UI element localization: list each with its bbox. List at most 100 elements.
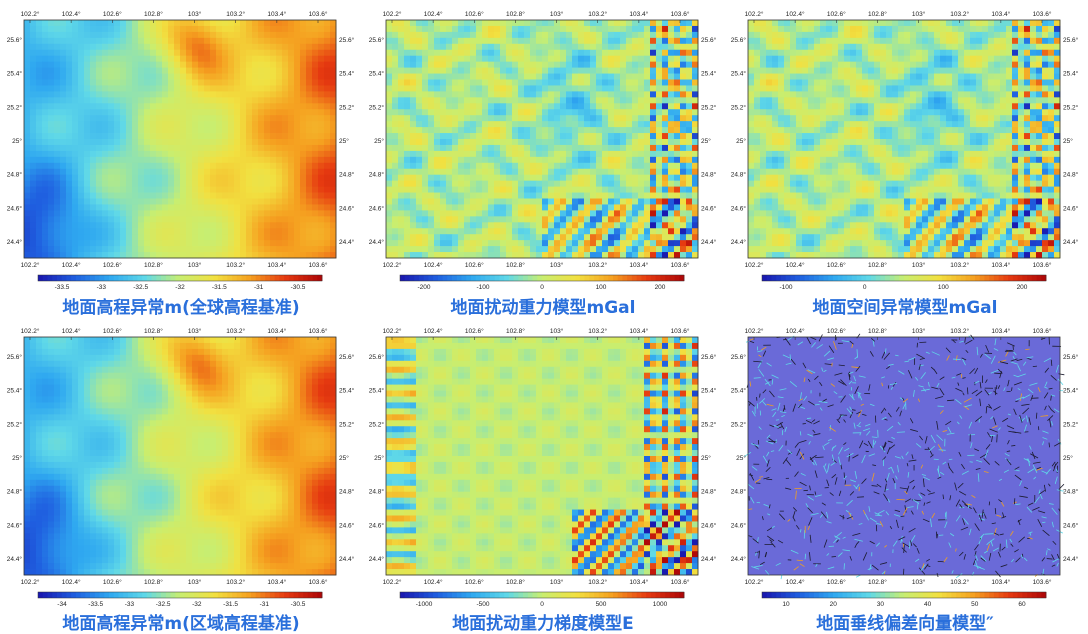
grid-cell (114, 68, 120, 74)
grid-cell (90, 44, 96, 50)
grid-cell (60, 85, 66, 91)
grid-cell (416, 68, 422, 74)
grid-cell (306, 252, 312, 258)
grid-cell (84, 151, 90, 157)
grid-cell (808, 62, 814, 68)
grid-cell (596, 26, 602, 32)
grid-cell (30, 26, 36, 32)
grid-cell (252, 216, 258, 222)
colorbar-segment (646, 275, 651, 281)
grid-cell (392, 151, 398, 157)
grid-cell (572, 32, 578, 38)
grid-cell (90, 216, 96, 222)
colorbar-segment (289, 275, 294, 281)
grid-cell (300, 151, 306, 157)
grid-cell (78, 181, 84, 187)
grid-cell (96, 139, 102, 145)
grid-cell (84, 199, 90, 205)
grid-cell (796, 26, 802, 32)
grid-cell (398, 133, 404, 139)
grid-cell (572, 26, 578, 32)
grid-cell (638, 115, 644, 121)
grid-cell (126, 85, 132, 91)
grid-cell (48, 181, 54, 187)
grid-cell (856, 74, 862, 80)
grid-cell (416, 222, 422, 228)
grid-cell (1006, 80, 1012, 86)
grid-cell (410, 133, 416, 139)
grid-cell (434, 103, 440, 109)
grid-cell (458, 97, 464, 103)
grid-cell (42, 181, 48, 187)
grid-cell (814, 80, 820, 86)
grid-cell (446, 181, 452, 187)
grid-cell (626, 234, 632, 240)
grid-cell (60, 228, 66, 234)
grid-cell (452, 157, 458, 163)
grid-cell (60, 216, 66, 222)
grid-cell (626, 240, 632, 246)
grid-cell (542, 97, 548, 103)
grid-cell (252, 127, 258, 133)
grid-cell (494, 204, 500, 210)
grid-cell (982, 56, 988, 62)
grid-cell (766, 44, 772, 50)
grid-cell (330, 246, 336, 252)
grid-cell (60, 193, 66, 199)
grid-cell (42, 56, 48, 62)
grid-cell (66, 68, 72, 74)
grid-cell (276, 127, 282, 133)
grid-cell (638, 169, 644, 175)
grid-cell (760, 26, 766, 32)
grid-cell (626, 50, 632, 56)
grid-cell (880, 68, 886, 74)
grid-cell (686, 68, 692, 74)
grid-cell (392, 56, 398, 62)
grid-cell (138, 44, 144, 50)
grid-cell (458, 240, 464, 246)
grid-cell (922, 38, 928, 44)
grid-cell (246, 20, 252, 26)
grid-cell (398, 44, 404, 50)
x-tick-label-top: 102.8° (506, 10, 525, 18)
grid-cell (686, 85, 692, 91)
grid-cell (458, 193, 464, 199)
grid-cell (114, 56, 120, 62)
grid-cell (398, 169, 404, 175)
grid-cell (306, 181, 312, 187)
grid-cell (306, 68, 312, 74)
grid-cell (126, 80, 132, 86)
grid-cell (934, 20, 940, 26)
grid-cell (276, 44, 282, 50)
grid-cell (288, 121, 294, 127)
grid-cell (434, 157, 440, 163)
grid-cell (386, 169, 392, 175)
grid-cell (958, 20, 964, 26)
grid-cell (494, 50, 500, 56)
grid-cell (530, 252, 536, 258)
grid-cell (596, 139, 602, 145)
grid-cell (868, 20, 874, 26)
grid-cell (638, 151, 644, 157)
grid-cell (680, 20, 686, 26)
grid-cell (650, 80, 656, 86)
grid-cell (192, 222, 198, 228)
grid-cell (928, 80, 934, 86)
grid-cell (584, 68, 590, 74)
colorbar-segment (204, 275, 209, 281)
grid-cell (790, 56, 796, 62)
grid-cell (330, 97, 336, 103)
grid-cell (36, 97, 42, 103)
grid-cell (120, 85, 126, 91)
grid-cell (410, 80, 416, 86)
grid-cell (566, 222, 572, 228)
grid-cell (1018, 44, 1024, 50)
grid-cell (614, 199, 620, 205)
grid-cell (500, 26, 506, 32)
grid-cell (240, 74, 246, 80)
grid-cell (674, 246, 680, 252)
grid-cell (216, 62, 222, 68)
grid-cell (518, 252, 524, 258)
grid-cell (554, 169, 560, 175)
grid-cell (638, 121, 644, 127)
